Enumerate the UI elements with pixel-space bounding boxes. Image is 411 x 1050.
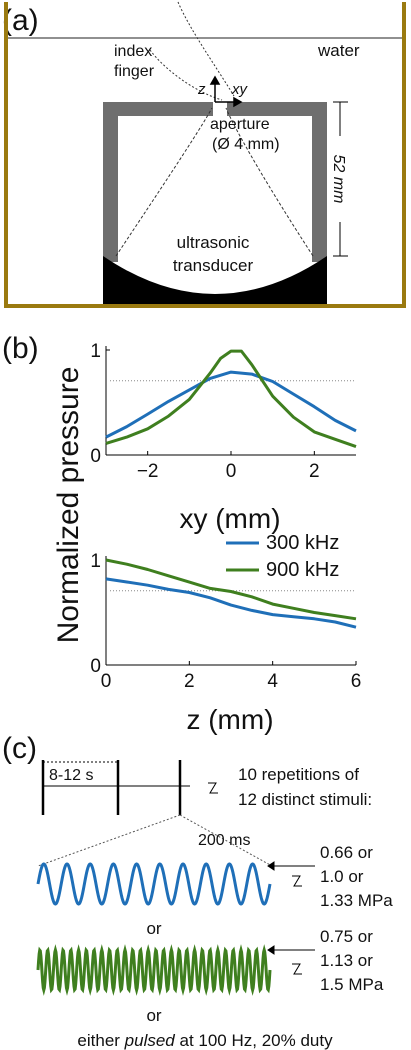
xy-chart-y-tick-label: 0	[90, 446, 101, 467]
dimension-marker	[333, 101, 348, 257]
zoom-lines	[37, 814, 273, 867]
finger-label-line1: index	[114, 43, 152, 60]
z-chart-series-0-line	[105, 577, 357, 629]
z-axis-label: z (mm)	[186, 704, 273, 735]
duration-label: 200 ms	[198, 832, 250, 849]
transducer-label-line1: ultrasonic	[177, 233, 250, 252]
xy-chart-x-tick-label: 2	[309, 461, 320, 482]
repetitions-line1: 10 repetitions of	[238, 765, 359, 784]
xy-profile-chart: 0 1 −2 0 2	[90, 341, 357, 482]
waveform-900khz	[36, 944, 272, 996]
or-label-2: or	[146, 1006, 161, 1025]
index-finger-outline	[149, 1, 235, 101]
pressure-900-line1: 0.75 or	[320, 927, 373, 946]
pressure-300-line3: 1.33 MPa	[320, 891, 393, 910]
coordinate-axes	[209, 75, 243, 108]
aperture-label-line2: (Ø 4 mm)	[212, 136, 280, 153]
z-chart-x-tick-label: 4	[267, 671, 278, 692]
axis-z-label: z	[197, 81, 206, 98]
panel-b: (b) Normalized pressure 0 1 −2 0 2 xy (mm) 0…	[2, 332, 361, 735]
transducer-housing	[103, 102, 327, 304]
chart-legend: 300 kHz 900 kHz	[226, 532, 339, 581]
pressure-300-line1: 0.66 or	[320, 843, 373, 862]
pressure-arrows	[267, 861, 315, 975]
y-axis-label: Normalized pressure	[52, 367, 85, 644]
panel-c: (c) 8-12 s 10 repetitions of 12 distinct…	[2, 732, 393, 1050]
panel-c-label: (c)	[2, 732, 37, 765]
interval-label: 8-12 s	[49, 767, 93, 784]
pressure-900-line2: 1.13 or	[320, 951, 373, 970]
z-chart-series-1-line	[105, 558, 357, 621]
pressure-900-line3: 1.5 MPa	[320, 975, 384, 994]
panel-a-label: (a)	[2, 4, 39, 37]
xy-axis-label: xy (mm)	[179, 503, 280, 534]
legend-label-0: 300 kHz	[266, 532, 339, 554]
z-chart-x-tick-label: 2	[184, 671, 195, 692]
water-label: water	[317, 41, 360, 60]
pulsed-note: either pulsed at 100 Hz, 20% duty	[77, 1031, 333, 1050]
timeline	[41, 760, 218, 815]
dimension-label: 52 mm	[330, 155, 347, 204]
xy-chart-y-tick-label: 1	[90, 341, 101, 362]
z-chart-x-tick-label: 6	[351, 671, 362, 692]
or-label-1: or	[146, 919, 161, 938]
z-chart-y-tick-label: 0	[90, 656, 101, 677]
finger-label-line2: finger	[114, 63, 155, 80]
z-profile-chart: 0 1 0 2 4 6	[90, 551, 361, 692]
axis-xy-label: xy	[231, 81, 249, 98]
xy-chart-series-0-line	[105, 370, 357, 439]
transducer-label-line2: transducer	[173, 256, 254, 275]
beam-outline	[115, 107, 314, 257]
aperture-label-line1: aperture	[210, 116, 270, 133]
panel-a: (a) water index finger z xy aperture (Ø …	[2, 1, 406, 308]
legend-label-1: 900 kHz	[266, 559, 339, 581]
water-tank	[4, 2, 406, 308]
xy-chart-series-1-line	[105, 349, 357, 449]
pressure-300-line2: 1.0 or	[320, 867, 364, 886]
z-chart-y-tick-label: 1	[90, 551, 101, 572]
z-chart-x-tick-label: 0	[101, 671, 112, 692]
waveform-300khz	[36, 862, 272, 906]
xy-chart-x-tick-label: −2	[137, 461, 159, 482]
repetitions-line2: 12 distinct stimuli:	[238, 790, 372, 809]
panel-b-label: (b)	[2, 332, 39, 365]
xy-chart-x-tick-label: 0	[226, 461, 237, 482]
